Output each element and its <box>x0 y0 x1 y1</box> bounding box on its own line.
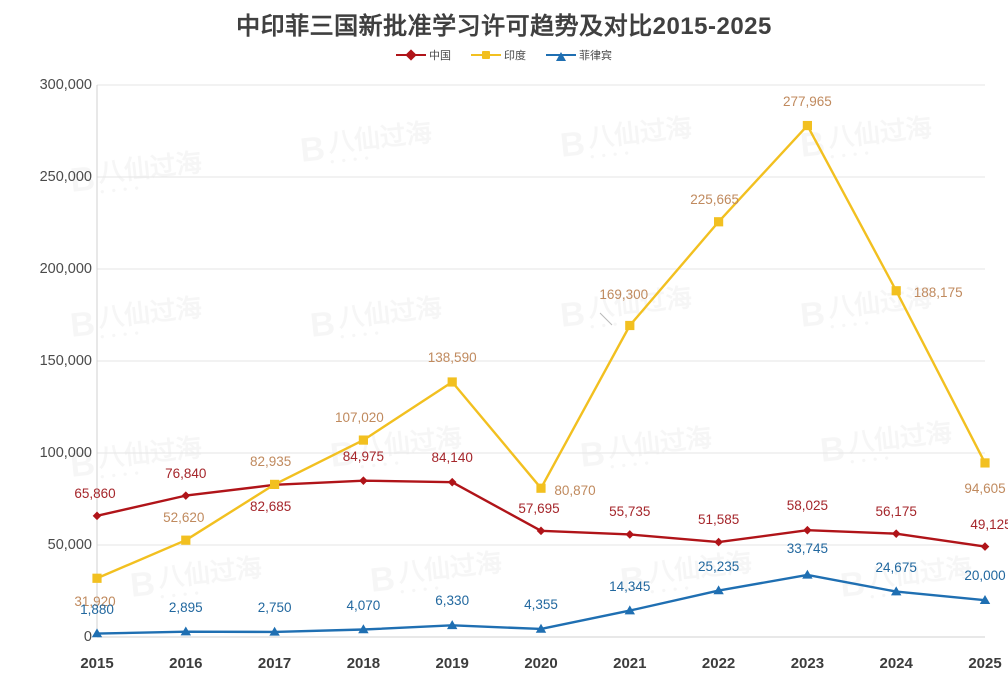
data-point-marker[interactable] <box>625 320 635 331</box>
data-point-marker[interactable] <box>714 537 723 547</box>
data-point-marker[interactable] <box>714 217 724 227</box>
y-tick-label: 200,000 <box>39 261 92 277</box>
x-tick-label: 2024 <box>879 655 913 672</box>
x-tick-label: 2018 <box>346 655 381 672</box>
legend-label: 中国 <box>429 50 451 62</box>
legend-label: 菲律宾 <box>579 50 612 62</box>
x-tick-label: 2015 <box>80 655 114 672</box>
data-point-marker[interactable] <box>713 585 724 595</box>
data-point-marker[interactable] <box>891 286 901 296</box>
legend-swatch-triangle-icon <box>546 49 576 61</box>
data-point-marker[interactable] <box>359 476 368 485</box>
y-tick-label: 100,000 <box>39 445 92 461</box>
data-point-marker[interactable] <box>92 511 102 521</box>
chart-title: 中印菲三国新批准学习许可趋势及对比2015-2025 <box>236 13 772 40</box>
y-tick-label: 250,000 <box>39 169 92 185</box>
data-value-label: 25,235 <box>697 558 740 574</box>
data-point-marker[interactable] <box>447 477 457 487</box>
data-point-marker[interactable] <box>535 623 547 633</box>
data-value-label: 58,025 <box>786 498 829 514</box>
data-point-marker[interactable] <box>536 483 546 493</box>
data-value-label: 82,685 <box>249 498 292 514</box>
data-value-label: 33,745 <box>786 540 829 556</box>
data-value-label: 57,695 <box>518 500 560 516</box>
data-point-marker[interactable] <box>181 535 191 545</box>
data-value-label: 51,585 <box>697 512 740 528</box>
data-point-marker[interactable] <box>447 620 458 630</box>
data-value-label: 4,355 <box>524 596 558 612</box>
data-value-label: 138,590 <box>427 349 477 365</box>
data-value-label: 84,975 <box>342 448 385 464</box>
y-tick-label: 150,000 <box>39 353 92 369</box>
legend-label: 印度 <box>504 50 526 62</box>
legend-item-菲律宾[interactable]: 菲律宾 <box>546 47 612 63</box>
x-tick-label: 2025 <box>968 655 1002 672</box>
data-point-marker[interactable] <box>625 530 635 539</box>
y-axis: 0 50,000 100,000 150,000 200,000 250,000 300,0… <box>0 0 92 696</box>
data-value-label: 82,935 <box>249 454 292 470</box>
data-value-label: 107,020 <box>334 410 384 426</box>
data-value-label: 20,000 <box>964 568 1006 584</box>
data-value-label: 65,860 <box>74 485 116 501</box>
data-value-label: 6,330 <box>435 593 470 609</box>
data-value-label: 76,840 <box>165 465 207 481</box>
data-value-label: 2,895 <box>168 599 203 615</box>
data-value-label: 4,070 <box>346 597 381 613</box>
data-value-label: 52,620 <box>163 510 205 526</box>
legend-item-中国[interactable]: 中国 <box>396 47 451 63</box>
data-point-marker[interactable] <box>536 526 546 536</box>
data-point-marker[interactable] <box>891 529 901 538</box>
data-point-marker[interactable] <box>269 626 280 636</box>
data-point-marker[interactable] <box>980 542 990 551</box>
data-value-label: 277,965 <box>782 93 832 109</box>
data-point-marker[interactable] <box>358 435 368 445</box>
data-point-marker[interactable] <box>624 605 635 615</box>
data-value-label: 24,675 <box>875 559 917 575</box>
data-point-marker[interactable] <box>802 569 813 579</box>
data-point-marker[interactable] <box>803 525 812 535</box>
y-tick-label: 0 <box>83 629 92 645</box>
data-point-marker[interactable] <box>92 573 102 583</box>
y-tick-label: 300,000 <box>39 77 92 93</box>
data-value-label: 80,870 <box>554 483 596 499</box>
legend-item-印度[interactable]: 印度 <box>471 47 526 63</box>
data-value-label: 225,665 <box>690 191 739 207</box>
data-point-marker[interactable] <box>180 626 191 636</box>
label-leader-line <box>599 312 613 326</box>
data-point-marker[interactable] <box>358 624 369 634</box>
x-tick-label: 2019 <box>435 655 469 672</box>
data-value-label: 1,880 <box>80 601 114 617</box>
y-tick-label: 50,000 <box>47 537 92 553</box>
data-point-marker[interactable] <box>802 120 812 131</box>
data-value-label: 84,140 <box>431 450 473 466</box>
chart-legend: 中国 印度 菲律宾 <box>0 47 1008 63</box>
x-tick-label: 2022 <box>701 655 736 672</box>
x-tick-label: 2016 <box>169 655 203 672</box>
data-point-marker[interactable] <box>891 586 902 596</box>
data-point-marker[interactable] <box>979 595 991 604</box>
data-value-label: 14,345 <box>609 578 651 594</box>
data-point-marker[interactable] <box>181 491 191 500</box>
data-point-marker[interactable] <box>91 628 103 638</box>
legend-swatch-square-icon <box>471 49 501 61</box>
data-point-marker[interactable] <box>447 377 457 387</box>
data-value-label: 49,125 <box>970 516 1008 532</box>
data-value-label: 55,735 <box>609 504 651 520</box>
data-value-label: 94,605 <box>964 480 1006 496</box>
data-value-label: 56,175 <box>875 503 917 519</box>
data-value-label: 169,300 <box>599 287 649 303</box>
x-tick-label: 2021 <box>613 655 647 672</box>
x-tick-label: 2023 <box>790 655 825 672</box>
data-value-label: 2,750 <box>257 599 292 615</box>
x-tick-label: 2017 <box>257 655 292 672</box>
data-point-marker[interactable] <box>980 458 990 468</box>
legend-swatch-diamond-icon <box>396 49 426 61</box>
data-value-label: 188,175 <box>913 284 963 300</box>
x-tick-label: 2020 <box>524 655 558 672</box>
data-point-marker[interactable] <box>270 479 280 489</box>
data-value-label: 31,920 <box>74 594 116 610</box>
